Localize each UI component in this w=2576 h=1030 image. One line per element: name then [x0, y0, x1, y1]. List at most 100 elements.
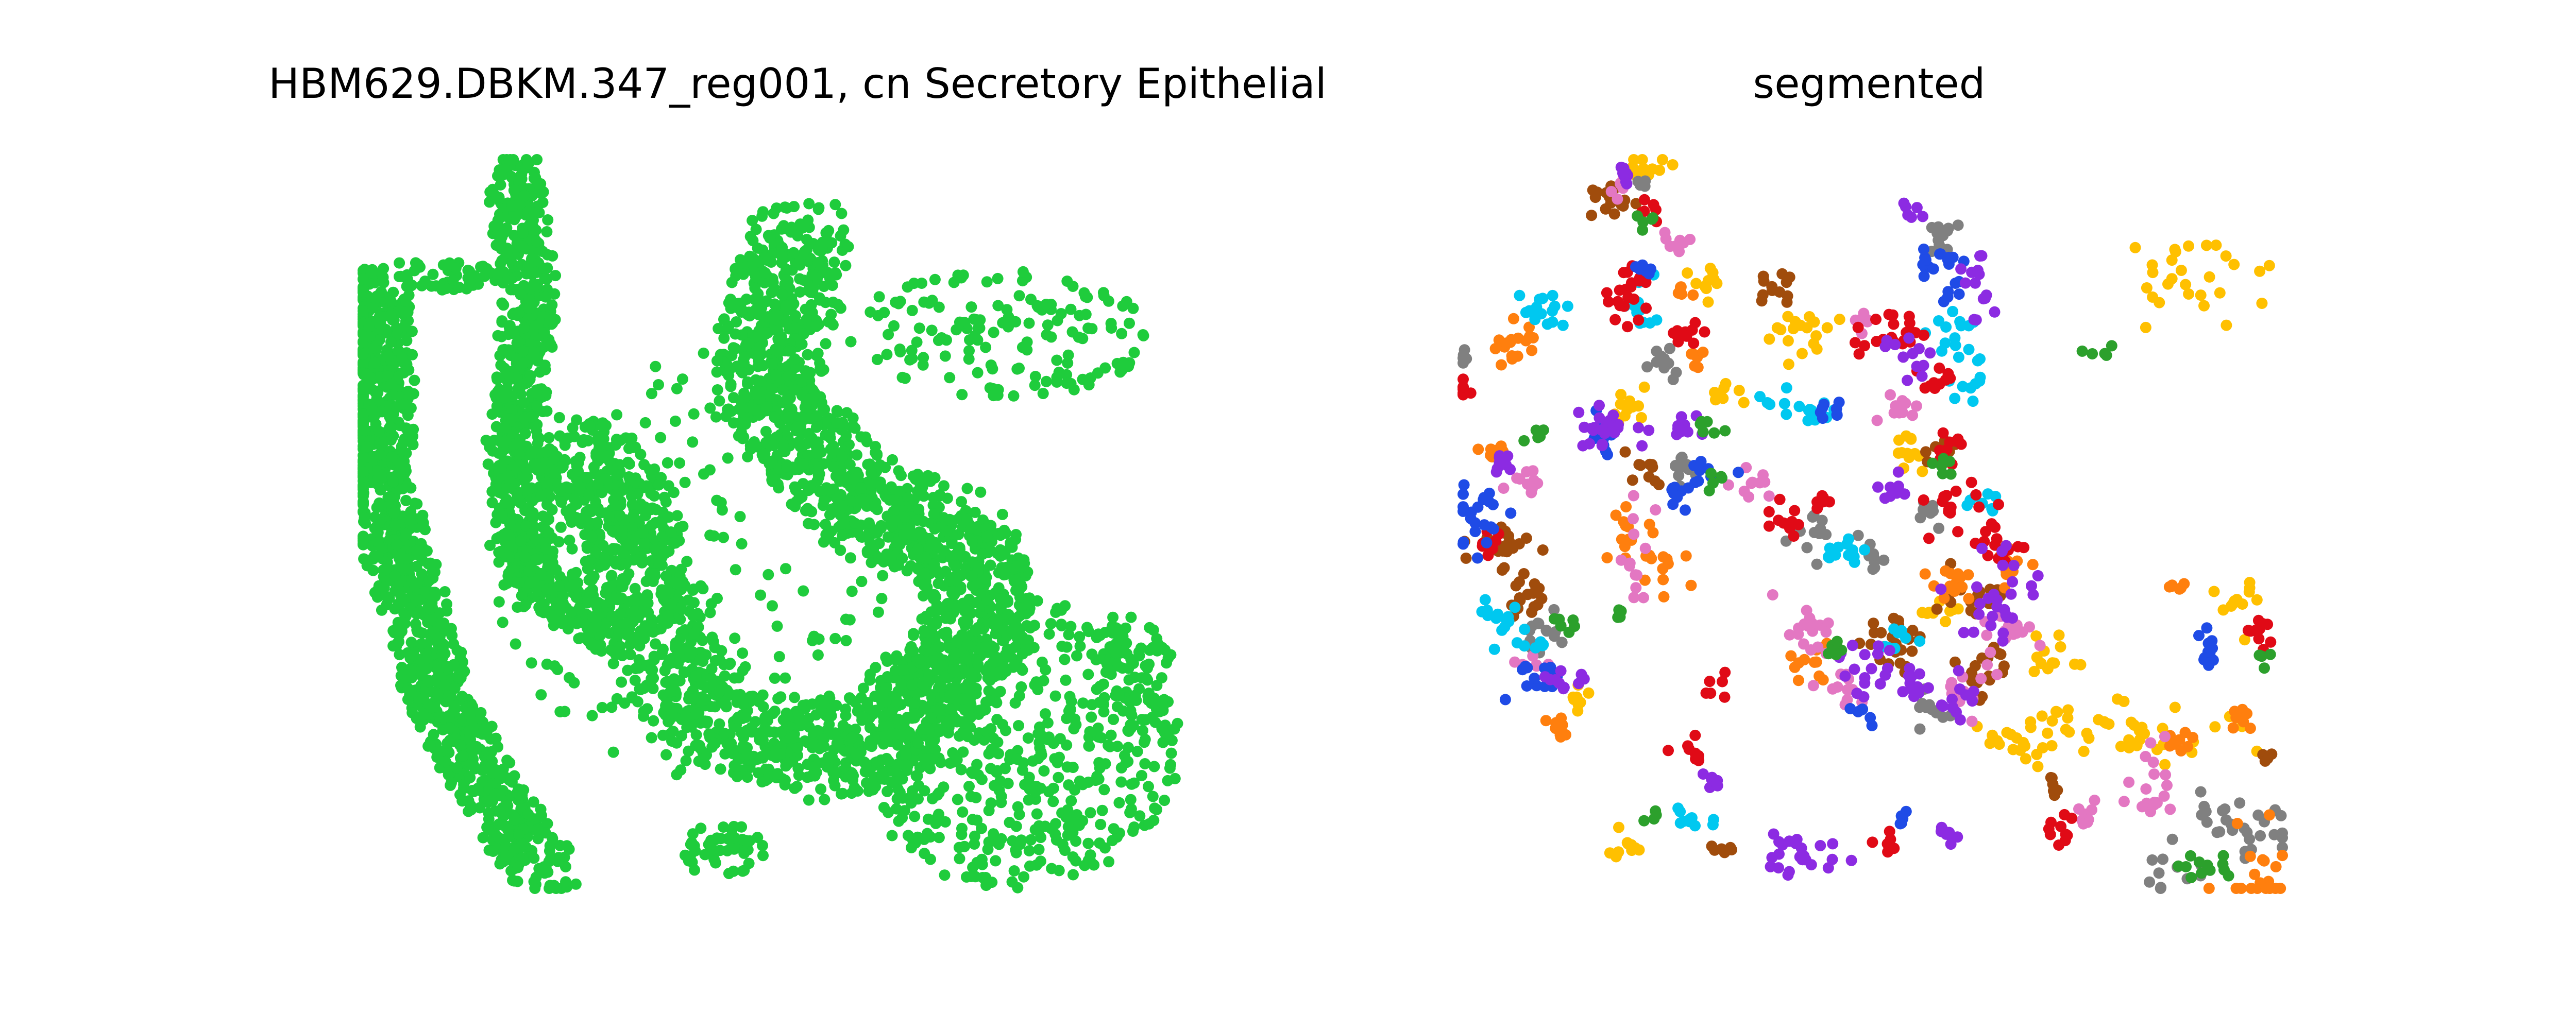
scatter-point-4879 — [1116, 328, 1128, 339]
scatter-point-3033 — [814, 294, 826, 306]
scatter-point-554 — [542, 214, 554, 226]
scatter-point-1829 — [451, 644, 463, 656]
scatter-point-1392 — [570, 878, 582, 890]
scatter-point-3832 — [694, 742, 706, 754]
scatter-point-1773 — [358, 535, 369, 547]
scatter-point-3995 — [821, 483, 833, 495]
scatter-point-3782 — [977, 548, 989, 560]
scatter-point-1417 — [400, 494, 412, 506]
scatter-point-4743 — [972, 367, 984, 379]
scatter-point-4508 — [925, 712, 937, 724]
scatter-point-3903 — [772, 768, 784, 780]
scatter-point-1771 — [374, 449, 385, 460]
scatter-point-4871 — [926, 295, 938, 306]
scatter-point-1416 — [544, 845, 555, 857]
scatter-point-736 — [493, 546, 505, 558]
scatter-point-3195 — [837, 719, 849, 731]
scatter-point-748 — [518, 397, 530, 408]
scatter-point-1670 — [396, 625, 408, 637]
scatter-point-4928 — [447, 274, 459, 286]
scatter-point-4710 — [926, 753, 938, 765]
scatter-point-4723 — [934, 726, 946, 737]
scatter-point-4839 — [1080, 308, 1092, 320]
scatter-point-718 — [526, 528, 538, 540]
scatter-point-2800 — [969, 506, 981, 518]
scatter-point-1853 — [425, 614, 436, 626]
scatter-point-2929 — [604, 596, 616, 608]
scatter-point-4656 — [860, 777, 872, 789]
scatter-point-755 — [508, 184, 520, 196]
scatter-point-3561 — [907, 470, 919, 482]
scatter-point-3850 — [725, 379, 737, 390]
scatter-point-4183 — [875, 480, 887, 492]
scatter-point-4126 — [614, 641, 626, 653]
scatter-point-4305 — [1165, 747, 1177, 759]
scatter-point-665 — [518, 322, 530, 334]
scatter-point-3989 — [899, 511, 910, 523]
scatter-point-1011 — [490, 732, 502, 744]
scatter-point-2354 — [895, 470, 907, 482]
scatter-point-1568 — [385, 336, 397, 348]
scatter-point-3573 — [869, 501, 880, 512]
scatter-point-4554 — [1032, 728, 1044, 740]
scatter-point-3888 — [913, 503, 925, 515]
scatter-point-615 — [512, 438, 523, 450]
scatter-point-1891 — [400, 528, 412, 540]
scatter-point-3153 — [803, 198, 815, 210]
scatter-point-1618 — [446, 630, 458, 642]
scatter-point-1650 — [465, 804, 477, 816]
scatter-point-1900 — [361, 441, 373, 453]
scatter-point-4546 — [992, 765, 1004, 777]
scatter-point-4129 — [927, 492, 939, 503]
scatter-point-1890 — [376, 469, 387, 481]
scatter-point-3292 — [828, 775, 840, 786]
scatter-point-680 — [523, 219, 535, 231]
scatter-point-4718 — [1063, 629, 1075, 641]
scatter-point-1542 — [448, 700, 460, 712]
scatter-point-4360 — [889, 665, 901, 677]
scatter-point-3728 — [769, 298, 781, 310]
scatter-point-4084 — [801, 234, 812, 246]
scatter-point-1528 — [483, 748, 495, 760]
scatter-point-4628 — [952, 794, 963, 805]
scatter-point-3789 — [840, 260, 852, 271]
scatter-point-4973 — [1133, 683, 1145, 695]
scatter-point-1799 — [400, 296, 412, 308]
scatter-point-4875 — [906, 304, 918, 316]
scatter-point-3814 — [994, 593, 1006, 605]
scatter-point-3827 — [628, 594, 640, 606]
scatter-point-1548 — [487, 846, 499, 857]
scatter-point-4859 — [1040, 299, 1052, 310]
scatter-point-4964 — [1133, 646, 1145, 658]
scatter-point-4746 — [865, 306, 876, 318]
scatter-point-4511 — [919, 701, 931, 713]
scatter-point-700 — [524, 370, 536, 382]
scatter-point-754 — [524, 507, 536, 519]
scatter-point-3981 — [666, 707, 678, 719]
scatter-point-4033 — [812, 256, 824, 268]
scatter-point-4106 — [789, 353, 801, 365]
scatter-point-4848 — [883, 329, 894, 340]
scatter-point-3699 — [819, 794, 831, 805]
scatter-point-1880 — [415, 669, 427, 681]
scatter-point-4990 — [1091, 631, 1103, 643]
scatter-point-4679 — [950, 647, 961, 659]
scatter-point-4876 — [952, 269, 964, 281]
scatter-point-4530 — [956, 829, 968, 840]
scatter-point-4625 — [1025, 834, 1037, 846]
scatter-point-3842 — [783, 411, 794, 423]
scatter-point-2314 — [706, 631, 718, 643]
scatter-point-622 — [492, 330, 504, 341]
scatter-point-3489 — [851, 449, 862, 461]
scatter-point-4114 — [1001, 630, 1013, 642]
scatter-point-4697 — [877, 689, 889, 700]
scatter-point-4444 — [1103, 856, 1115, 868]
scatter-point-4409 — [1049, 690, 1061, 702]
scatter-point-1834 — [413, 607, 425, 619]
scatter-point-3014 — [632, 696, 643, 708]
scatter-point-4609 — [856, 711, 868, 723]
scatter-point-1764 — [457, 750, 469, 762]
scatter-point-4104 — [781, 223, 792, 235]
scatter-point-683 — [535, 178, 547, 190]
scatter-point-719 — [504, 518, 516, 530]
